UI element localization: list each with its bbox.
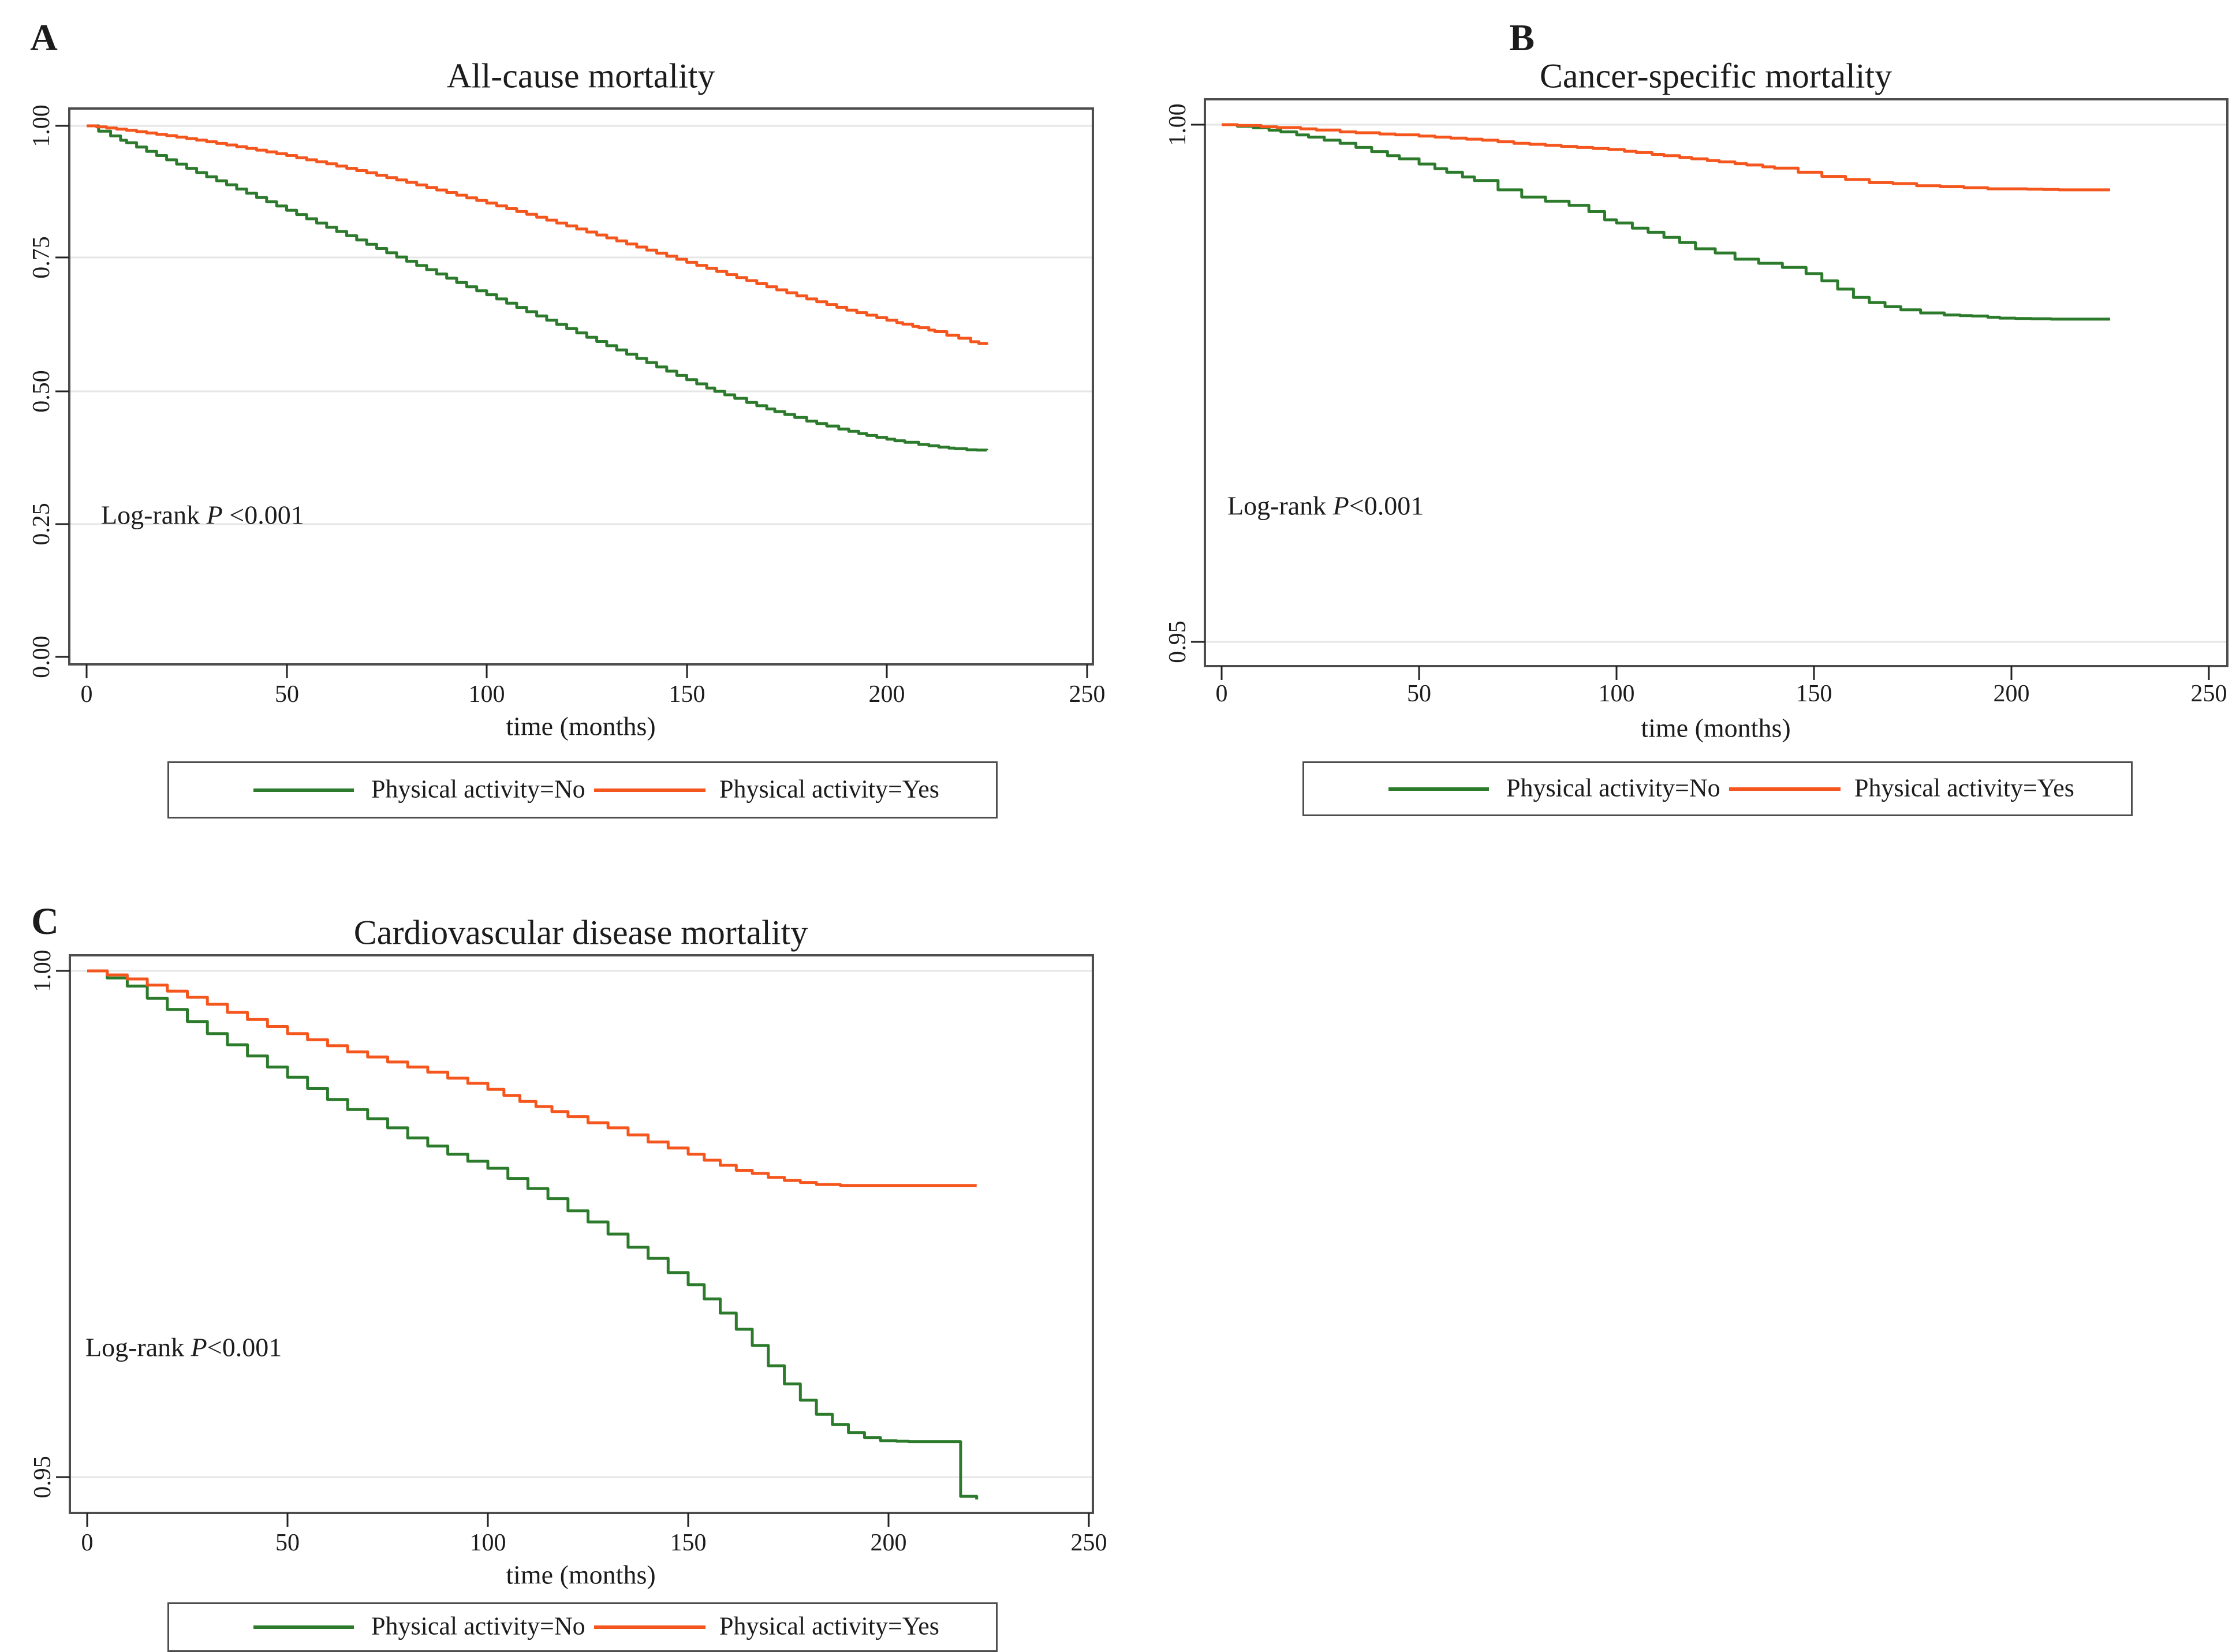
panel-c-xtick-label: 200 — [870, 1530, 907, 1556]
logrank-p: P — [206, 500, 223, 530]
panel-a-legend: Physical activity=No Physical activity=Y… — [167, 761, 998, 818]
panel-a-letter: A — [30, 17, 58, 59]
panel-a-ytick-label: 0.00 — [28, 636, 55, 678]
panel-a-ytick-label: 1.00 — [28, 104, 55, 147]
logrank-suffix: <0.001 — [207, 1332, 282, 1362]
plot-frame-A — [68, 107, 1094, 666]
panel-a-xtick-label: 0 — [80, 681, 93, 708]
panel-a-xtick-label: 50 — [275, 681, 299, 708]
panel-c-logrank-text: Log-rank P<0.001 — [85, 1332, 282, 1363]
panel-c-xtick-label: 100 — [469, 1530, 506, 1556]
logrank-p: P — [191, 1332, 207, 1362]
panel-b-xtick-label: 50 — [1407, 681, 1431, 707]
panel-b-xtick-label: 100 — [1598, 681, 1635, 707]
legend-label-yes: Physical activity=Yes — [719, 1612, 939, 1640]
panel-b-ytick-label: 0.95 — [1164, 621, 1191, 663]
logrank-prefix: Log-rank — [1227, 491, 1333, 521]
panel-c-xtick-label: 250 — [1070, 1530, 1107, 1556]
legend-line-no — [253, 788, 354, 792]
panel-c-legend: Physical activity=No Physical activity=Y… — [167, 1602, 998, 1652]
panel-b-xtick-label: 200 — [1993, 681, 2030, 707]
plot-frame-C — [69, 954, 1094, 1514]
logrank-p: P — [1332, 491, 1349, 521]
legend-label-no: Physical activity=No — [371, 774, 585, 803]
km-curve-B-no — [1222, 123, 2110, 321]
panel-c-xtick-label: 50 — [275, 1530, 300, 1556]
panel-c-xaxis-title: time (months) — [506, 1560, 656, 1590]
km-curve-C-yes — [87, 969, 977, 1187]
legend-label-no: Physical activity=No — [1506, 773, 1720, 802]
legend-row: Physical activity=No Physical activity=Y… — [1304, 763, 2131, 814]
legend-label-no: Physical activity=No — [371, 1612, 585, 1640]
legend-label-yes: Physical activity=Yes — [1854, 773, 2074, 802]
panel-b-xtick-label: 150 — [1795, 681, 1832, 707]
logrank-suffix: <0.001 — [1349, 491, 1424, 521]
panel-b-xtick-label: 0 — [1215, 681, 1228, 707]
panel-a-xtick-label: 150 — [669, 681, 705, 708]
panel-b-logrank-text: Log-rank P<0.001 — [1227, 491, 1424, 521]
panel-c-xtick-label: 150 — [670, 1530, 707, 1556]
legend-line-no — [253, 1625, 354, 1629]
panel-b-title: Cancer-specific mortality — [1539, 57, 1892, 95]
panel-a-xtick-label: 200 — [868, 681, 905, 708]
panel-b-xaxis-title: time (months) — [1641, 713, 1791, 743]
logrank-prefix: Log-rank — [85, 1332, 191, 1362]
panel-a-ytick-label: 0.50 — [28, 370, 55, 413]
panel-a-xaxis-title: time (months) — [506, 711, 656, 741]
legend-row: Physical activity=No Physical activity=Y… — [169, 1604, 996, 1650]
panel-a-title: All-cause mortality — [446, 57, 715, 95]
km-curve-A-no — [87, 124, 988, 452]
panel-c-ytick-label: 0.95 — [29, 1456, 56, 1498]
panel-c-xtick-label: 0 — [81, 1530, 94, 1556]
panel-b-xtick-label: 250 — [2190, 681, 2227, 707]
legend-row: Physical activity=No Physical activity=Y… — [169, 763, 996, 817]
panel-b-ytick-label: 1.00 — [1164, 103, 1191, 146]
panel-a-xtick-label: 250 — [1069, 681, 1106, 708]
panel-c-title: Cardiovascular disease mortality — [353, 913, 808, 952]
logrank-prefix: Log-rank — [101, 500, 207, 530]
legend-line-yes — [594, 1625, 705, 1629]
panel-a-ytick-label: 0.25 — [28, 503, 55, 545]
logrank-suffix: <0.001 — [222, 500, 304, 530]
panel-a-xtick-label: 100 — [468, 681, 505, 708]
km-curve-C-no — [87, 969, 979, 1500]
plot-frame-B — [1204, 98, 2228, 667]
panel-c-letter: C — [31, 900, 59, 943]
panel-c-ytick-label: 1.00 — [29, 950, 56, 992]
legend-line-yes — [1729, 787, 1841, 791]
panel-a-logrank-text: Log-rank P <0.001 — [101, 500, 304, 530]
legend-label-yes: Physical activity=Yes — [719, 774, 939, 803]
panel-b-letter: B — [1509, 17, 1535, 59]
panel-a-ytick-label: 0.75 — [28, 236, 55, 279]
km-curve-B-yes — [1222, 123, 2110, 192]
km-curve-A-yes — [87, 124, 988, 345]
legend-line-yes — [594, 788, 705, 792]
panel-b-legend: Physical activity=No Physical activity=Y… — [1302, 761, 2133, 816]
legend-line-no — [1388, 787, 1489, 791]
